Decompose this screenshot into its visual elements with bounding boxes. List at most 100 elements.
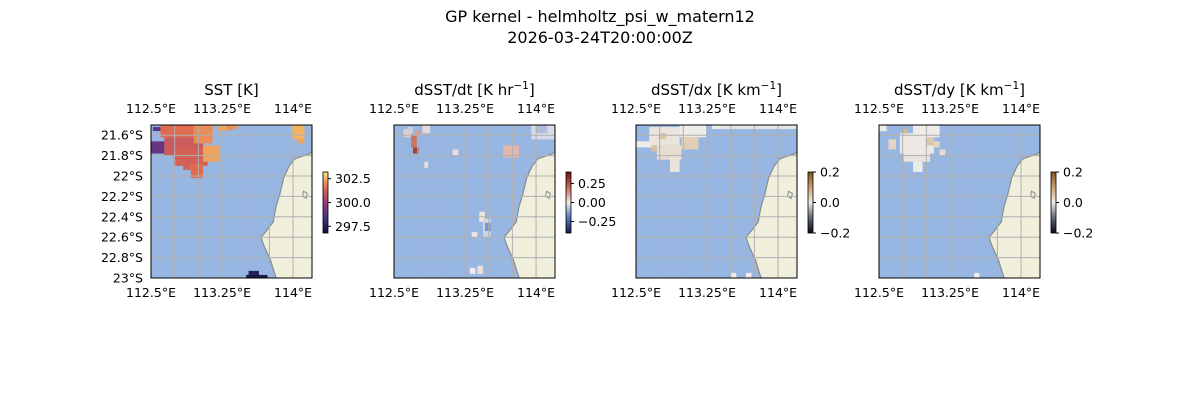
x-tick-bottom: 112.5°E (854, 285, 904, 300)
colorbar-tick-label: 0.2 (1063, 165, 1083, 180)
data-cell (636, 141, 654, 148)
data-cell (245, 274, 268, 278)
island (301, 190, 308, 200)
x-tick-bottom: 114°E (759, 285, 797, 300)
y-tick: 23°S (113, 271, 143, 286)
figure-subtitle: 2026-03-24T20:00:00Z (507, 28, 693, 47)
axes-frame (150, 124, 313, 279)
data-cell (477, 265, 484, 274)
x-tick-top: 114°E (1002, 101, 1040, 116)
panel-title: SST [K] (204, 81, 259, 99)
x-tick-top: 113.25°E (193, 101, 251, 116)
data-cell (536, 125, 548, 134)
data-cell (681, 137, 699, 150)
x-tick-top: 112.5°E (369, 101, 419, 116)
data-cell (651, 145, 657, 152)
data-cell (888, 139, 897, 150)
map-area (636, 125, 797, 278)
panel-2: dSST/dt [K hr−1] 112.5°E 113.25°E 114°E 112.… (369, 80, 616, 300)
x-tick-bottom: 114°E (274, 285, 312, 300)
y-tick: 22°S (113, 169, 143, 184)
colorbar-tick-label: 0.2 (820, 165, 840, 180)
data-cell (248, 270, 259, 277)
data-cell (232, 125, 238, 130)
data-cell (730, 272, 737, 278)
data-cell (469, 267, 476, 274)
data-cell (190, 163, 204, 179)
panel-4: dSST/dy [K km−1] 112.5°E 113.25°E 114°E 112.… (854, 80, 1093, 300)
data-cell (183, 161, 191, 170)
data-cell (656, 145, 682, 160)
data-cell (203, 145, 220, 162)
data-cell (899, 133, 934, 154)
data-cell (484, 222, 491, 232)
colorbar-tick-label: 0.25 (578, 176, 606, 191)
data-cell (721, 125, 797, 130)
data-cell (297, 139, 305, 144)
colorbar (565, 171, 572, 234)
colorbar-tick-label: 0.00 (578, 195, 606, 210)
x-tick-bottom: 113.25°E (678, 285, 736, 300)
data-cell (903, 129, 908, 134)
panel-title: dSST/dy [K km−1] (894, 80, 1025, 99)
data-cell (879, 125, 887, 132)
axes-frame (393, 124, 556, 279)
x-tick-top: 114°E (517, 101, 555, 116)
colorbar-tick-label: 0.0 (1063, 195, 1083, 210)
data-cell (903, 153, 931, 162)
colorbar-tick-label: −0.25 (578, 214, 616, 229)
y-tick: 22.2°S (101, 189, 143, 204)
colorbar (1050, 171, 1057, 234)
island (786, 190, 793, 200)
colorbar (322, 171, 329, 234)
data-cell (152, 127, 165, 132)
x-tick-bottom: 112.5°E (611, 285, 661, 300)
x-tick-bottom: 114°E (517, 285, 555, 300)
colorbar (807, 171, 814, 234)
x-tick-bottom: 112.5°E (126, 285, 176, 300)
island (544, 190, 551, 200)
x-tick-bottom: 113.25°E (193, 285, 251, 300)
x-tick-bottom: 112.5°E (369, 285, 419, 300)
data-cell (745, 272, 752, 278)
data-cell (926, 137, 934, 146)
map-area (151, 125, 312, 278)
axes-frame (878, 124, 1041, 279)
x-tick-top: 113.25°E (436, 101, 494, 116)
colorbar-tick-label: 302.5 (335, 171, 371, 186)
x-tick-bottom: 113.25°E (436, 285, 494, 300)
data-cell (452, 149, 459, 156)
colorbar-tick-label: −0.2 (820, 226, 850, 241)
colorbar-tick-label: 300.0 (335, 195, 371, 210)
panel-title: dSST/dt [K hr−1] (414, 80, 534, 99)
axes-frame (635, 124, 798, 279)
y-tick: 21.8°S (101, 148, 143, 163)
data-cell (939, 149, 946, 156)
colorbar-tick-label: −0.2 (1063, 226, 1093, 241)
y-tick: 21.6°S (101, 128, 143, 143)
data-cell (471, 232, 478, 238)
data-cell (193, 125, 213, 144)
data-cell (973, 272, 980, 278)
map-area (394, 125, 555, 278)
colorbar-tick-label: 0.0 (820, 195, 840, 210)
data-cell (226, 125, 233, 131)
x-tick-bottom: 114°E (1002, 285, 1040, 300)
y-tick: 22.8°S (101, 250, 143, 265)
data-cell (711, 125, 724, 130)
map-area (879, 125, 1040, 278)
data-cell (407, 127, 413, 134)
data-cell (160, 125, 194, 138)
figure-title: GP kernel - helmholtz_psi_w_matern12 (445, 7, 755, 27)
island (1029, 190, 1036, 200)
data-cell (913, 161, 923, 172)
data-cell (173, 147, 208, 166)
x-tick-top: 112.5°E (611, 101, 661, 116)
panel-1: SST [K] 112.5°E 113.25°E 114°E 112.5°E 113.25… (101, 81, 371, 300)
y-tick: 22.6°S (101, 230, 143, 245)
data-cell (502, 145, 520, 158)
x-tick-top: 112.5°E (854, 101, 904, 116)
data-cell (424, 161, 429, 168)
y-tick: 22.4°S (101, 209, 143, 224)
